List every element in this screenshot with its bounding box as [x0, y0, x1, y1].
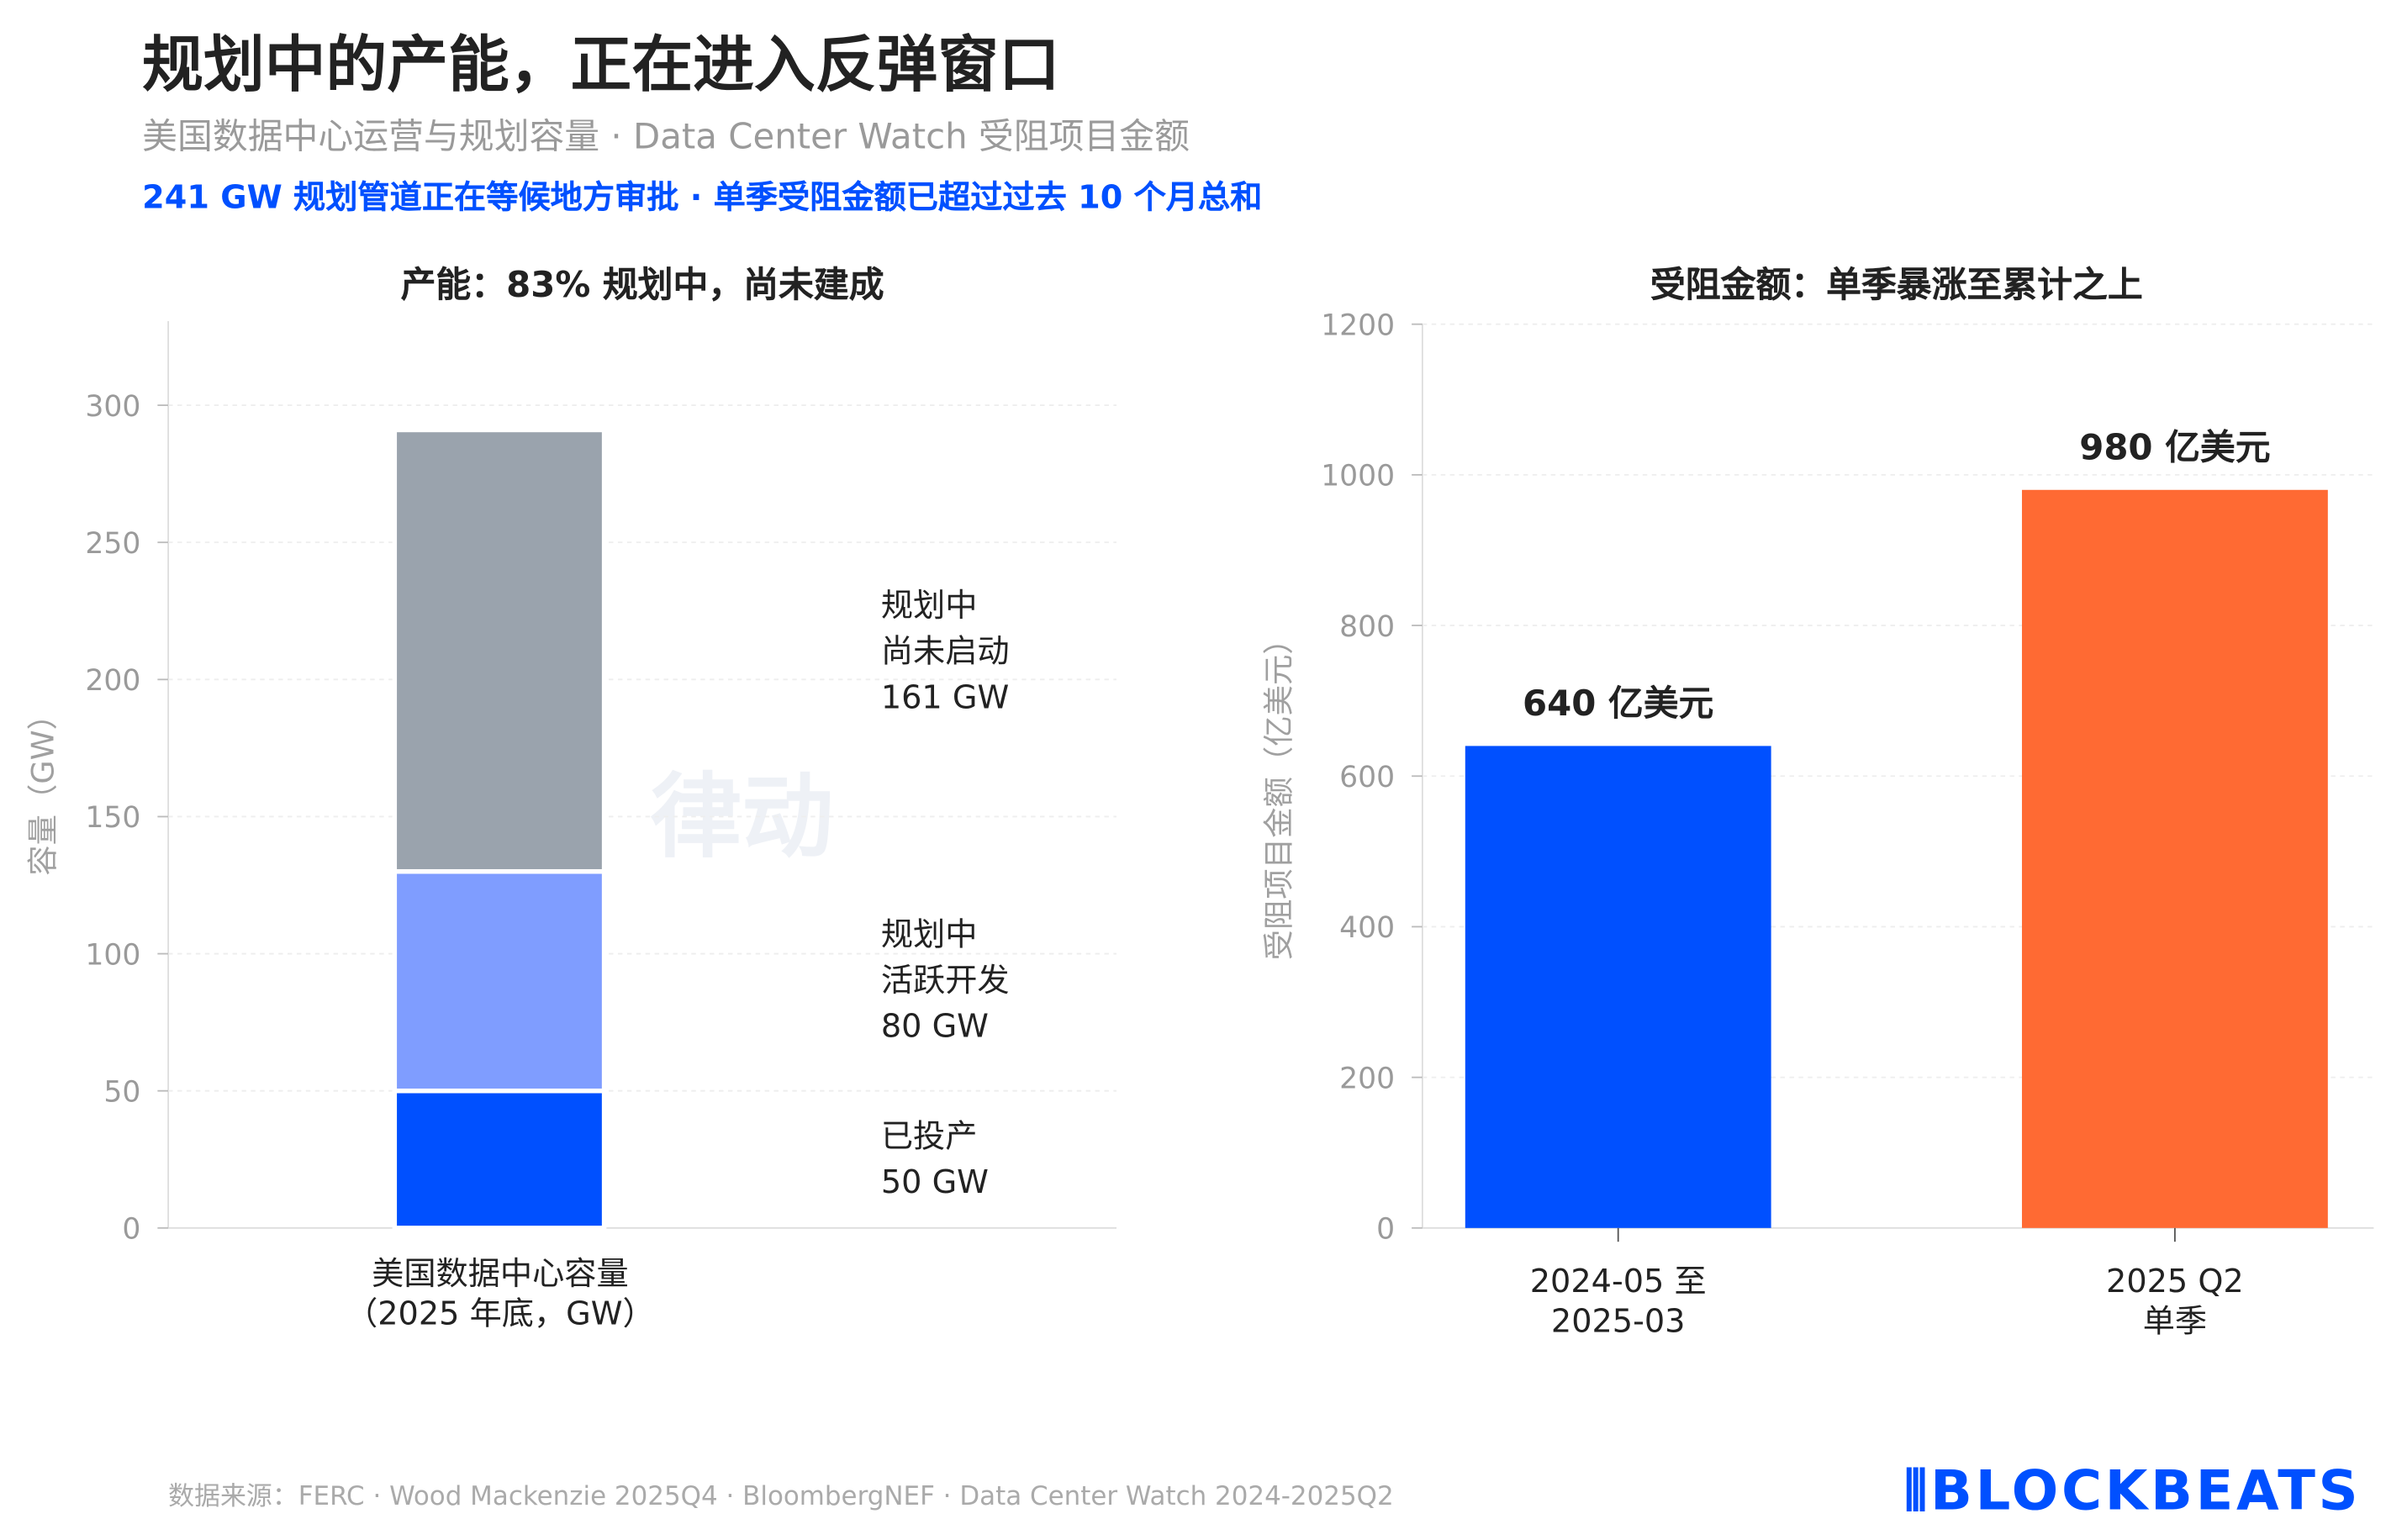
segment-label: 161 GW [881, 679, 1009, 716]
y-tick-label: 100 [85, 938, 140, 972]
y-tick-label: 0 [1376, 1213, 1395, 1247]
bar [2021, 489, 2328, 1228]
bar-segment [392, 427, 607, 874]
y-tick-label: 600 [1339, 761, 1395, 794]
segment-label: 规划中 [881, 588, 978, 625]
y-tick-label: 50 [103, 1075, 140, 1109]
y-tick-label: 1200 [1321, 309, 1395, 342]
x-category-label: 2024-05 至 [1530, 1263, 1707, 1300]
source-footer: 数据来源：FERC · Wood Mackenzie 2025Q4 · Bloo… [168, 1481, 1394, 1513]
left-chart-title: 产能：83% 规划中，尚未建成 [400, 266, 884, 306]
y-tick-label: 200 [1339, 1062, 1395, 1095]
x-category-label: 2025-03 [1551, 1304, 1686, 1341]
y-axis-label: 受阻项目金额（亿美元） [1261, 624, 1297, 960]
y-tick-label: 800 [1339, 610, 1395, 644]
y-tick-label: 300 [85, 390, 140, 424]
logo-text: BLOCKBEATS [1930, 1460, 2362, 1523]
data-label: 640 亿美元 [1523, 683, 1713, 724]
page-title: 规划中的产能，正在进入反弹窗口 [142, 30, 1060, 102]
y-tick-label: 150 [85, 801, 140, 835]
blockbeats-logo: ⫴BLOCKBEATS [1904, 1460, 2361, 1524]
y-tick-label: 250 [85, 527, 140, 561]
y-tick-label: 0 [122, 1213, 140, 1247]
segment-label: 规划中 [881, 916, 978, 953]
page-subtitle: 美国数据中心运营与规划容量 · Data Center Watch 受阻项目金额 [142, 118, 1190, 158]
x-category-label: 单季 [2143, 1304, 2207, 1341]
bar-segment [392, 868, 607, 1094]
segment-label: 活跃开发 [881, 962, 1010, 999]
segment-label: 已投产 [881, 1118, 978, 1155]
x-category-label: 2025 Q2 [2106, 1263, 2244, 1300]
y-tick-label: 1000 [1321, 460, 1395, 493]
x-category-label: （2025 年底，GW） [346, 1295, 655, 1332]
x-category-label: 美国数据中心容量 [372, 1256, 628, 1293]
y-tick-label: 400 [1339, 911, 1395, 945]
bar [1465, 746, 1771, 1228]
right-chart-title: 受阻金额：单季暴涨至累计之上 [1650, 266, 2143, 306]
highlight-text: 241 GW 规划管道正在等候地方审批 · 单季受阻金额已超过过去 10 个月总… [142, 178, 1263, 216]
data-label: 980 亿美元 [2079, 426, 2270, 467]
y-tick-label: 200 [85, 664, 140, 698]
segment-label: 50 GW [881, 1164, 989, 1201]
segment-label: 80 GW [881, 1008, 989, 1045]
segment-label: 尚未启动 [881, 634, 1010, 671]
y-axis-label: 容量（GW） [25, 699, 61, 876]
bar-segment [392, 1088, 607, 1231]
logo-bars-icon: ⫴ [1903, 1460, 1931, 1523]
